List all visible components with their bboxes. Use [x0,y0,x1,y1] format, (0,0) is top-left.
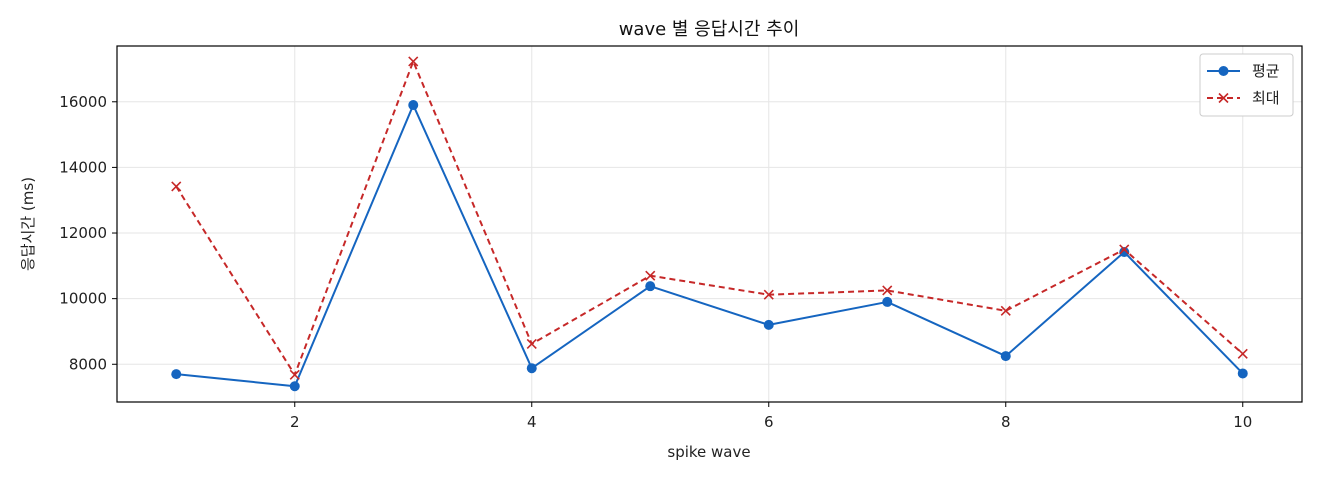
series-1 [171,56,1248,380]
y-tick-label: 14000 [59,158,107,176]
x-axis-label: spike wave [667,443,750,461]
series-0-line [176,104,1244,388]
x-tick-label: 4 [527,413,537,431]
y-tick-label: 8000 [69,355,107,373]
legend-label: 평균 [1252,62,1280,80]
chart-title: wave 별 응답시간 추이 [619,19,800,40]
y-tick-label: 16000 [59,93,107,111]
y-axis-label: 응답시간 (ms) [19,177,37,271]
x-tick-label: 2 [290,413,300,431]
series-0-point [1237,368,1248,379]
series-1-line [175,60,1244,376]
y-axis-ticks: 8000 10000 12000 14000 16000 [59,93,117,373]
x-tick-label: 8 [1001,413,1011,431]
series-0-point [1000,351,1011,362]
x-tick-label: 10 [1233,413,1252,431]
series-1-point [1119,244,1130,255]
series-1-point [171,181,182,192]
series-1-point [526,338,537,349]
legend-marker [1218,66,1229,76]
series-0-point [526,363,537,374]
y-tick-label: 12000 [59,224,107,242]
series-1-point [1237,348,1248,359]
series-0-point [171,369,182,380]
series-0-point [645,281,656,292]
series-layer [171,56,1248,392]
series-1-point [1000,305,1011,316]
series-0 [171,100,1248,392]
series-0-point [289,381,300,392]
series-1-point [763,289,774,300]
grid [117,46,1302,402]
series-0-point [763,319,774,330]
series-0-point [882,296,893,307]
legend-label: 최대 [1252,89,1280,107]
series-0-point [408,100,419,111]
series-0-point [1119,247,1130,258]
x-axis-ticks: 2 4 6 8 10 [290,402,1252,431]
series-1-point [289,369,300,380]
series-1-point [882,285,893,296]
legend-entry: 최대 [1207,89,1280,107]
series-1-point [645,270,656,281]
y-tick-label: 10000 [59,290,107,308]
x-tick-label: 6 [764,413,774,431]
series-1-point [408,56,419,67]
plot-area-frame [116,45,1303,403]
legend-entry: 평균 [1207,62,1280,80]
legend-marker [1218,92,1229,104]
